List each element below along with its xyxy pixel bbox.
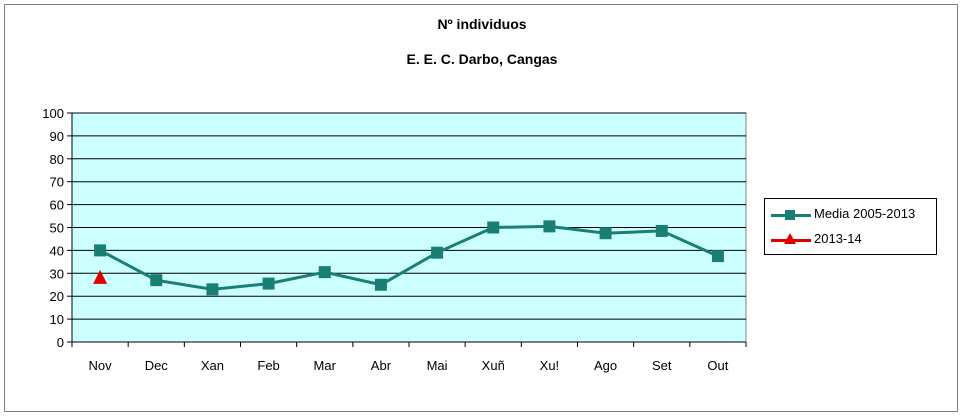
x-tick-label-10: Ago — [594, 358, 617, 373]
y-tick-label-10: 10 — [50, 312, 64, 327]
x-tick-label-12: Out — [707, 358, 728, 373]
y-tick-label-90: 90 — [50, 129, 64, 144]
y-tick-label-70: 70 — [50, 175, 64, 190]
y-tick-label-40: 40 — [50, 243, 64, 258]
x-tick-label-9: Xu! — [540, 358, 560, 373]
legend-label-2013-14: 2013-14 — [814, 231, 862, 246]
y-tick-label-30: 30 — [50, 266, 64, 281]
data-point-2-1 — [93, 269, 108, 284]
data-point-1-7 — [431, 246, 444, 259]
y-tick-label-100: 100 — [42, 106, 64, 121]
data-point-1-2 — [150, 274, 163, 287]
series-group — [93, 220, 724, 296]
data-point-1-6 — [374, 278, 387, 291]
chart-subtitle: E. E. C. Darbo, Cangas — [406, 51, 558, 67]
y-tick-labels: 0 10 20 30 40 50 60 70 80 90 100 — [42, 106, 72, 350]
data-point-1-5 — [318, 266, 331, 279]
x-tick-label-4: Feb — [257, 358, 279, 373]
data-point-1-12 — [711, 250, 724, 263]
x-tick-labels: Nov Dec Xan Feb Mar Abr Mai Xuñ Xu! Ago Set Out — [71, 342, 747, 373]
data-point-1-9 — [543, 220, 556, 233]
x-tick-label-5: Mar — [314, 358, 337, 373]
x-tick-label-2: Dec — [145, 358, 169, 373]
legend-item-2013-14: 2013-14 — [765, 229, 936, 249]
data-point-1-10 — [599, 227, 612, 240]
square-marker-icon — [785, 210, 795, 220]
data-point-1-8 — [487, 221, 500, 234]
chart-title: Nº individuos — [437, 16, 527, 32]
x-tick-label-8: Xuñ — [482, 358, 505, 373]
y-tick-label-20: 20 — [50, 289, 64, 304]
x-tick-label-1: Nov — [89, 358, 113, 373]
data-point-1-11 — [655, 224, 668, 237]
data-point-1-1 — [94, 244, 107, 257]
y-tick-label-0: 0 — [57, 335, 64, 350]
y-tick-label-50: 50 — [50, 221, 64, 236]
data-point-1-3 — [206, 283, 219, 296]
x-tick-label-11: Set — [652, 358, 672, 373]
y-tick-label-80: 80 — [50, 152, 64, 167]
series-line-1 — [99, 224, 719, 291]
x-tick-label-7: Mai — [427, 358, 448, 373]
x-tick-label-6: Abr — [371, 358, 392, 373]
legend: Media 2005-2013 2013-14 — [764, 198, 937, 255]
legend-label-media: Media 2005-2013 — [814, 206, 916, 221]
x-tick-label-3: Xan — [201, 358, 224, 373]
y-tick-label-60: 60 — [50, 198, 64, 213]
triangle-marker-icon — [784, 233, 796, 244]
gridlines — [72, 112, 746, 320]
data-point-1-4 — [262, 277, 275, 290]
legend-item-media: Media 2005-2013 — [765, 204, 936, 224]
